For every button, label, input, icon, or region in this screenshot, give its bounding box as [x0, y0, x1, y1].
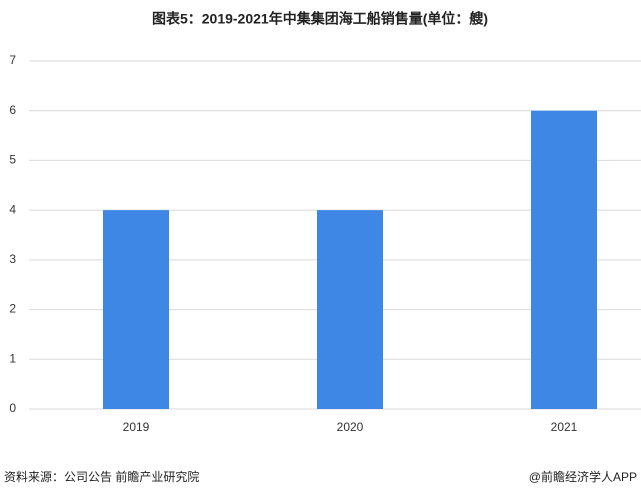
y-tick-label: 5 — [9, 153, 16, 167]
bar — [531, 110, 597, 409]
x-tick-label: 2020 — [337, 420, 364, 434]
y-tick-label: 2 — [9, 302, 16, 316]
x-tick-label: 2021 — [551, 420, 578, 434]
x-tick-label: 2019 — [123, 420, 150, 434]
credit: @前瞻经济学人APP — [529, 469, 637, 484]
y-tick-label: 0 — [9, 401, 16, 415]
bar — [103, 210, 169, 409]
y-tick-label: 1 — [9, 351, 16, 365]
y-tick-label: 6 — [9, 103, 16, 117]
chart-title: 图表5：2019-2021年中集集团海工船销售量(单位：艘) — [152, 11, 488, 27]
y-tick-label: 7 — [9, 53, 16, 67]
bar — [317, 210, 383, 409]
y-tick-label: 3 — [9, 252, 16, 266]
source-note: 资料来源：公司公告 前瞻产业研究院 — [4, 469, 199, 484]
y-tick-label: 4 — [9, 202, 16, 216]
